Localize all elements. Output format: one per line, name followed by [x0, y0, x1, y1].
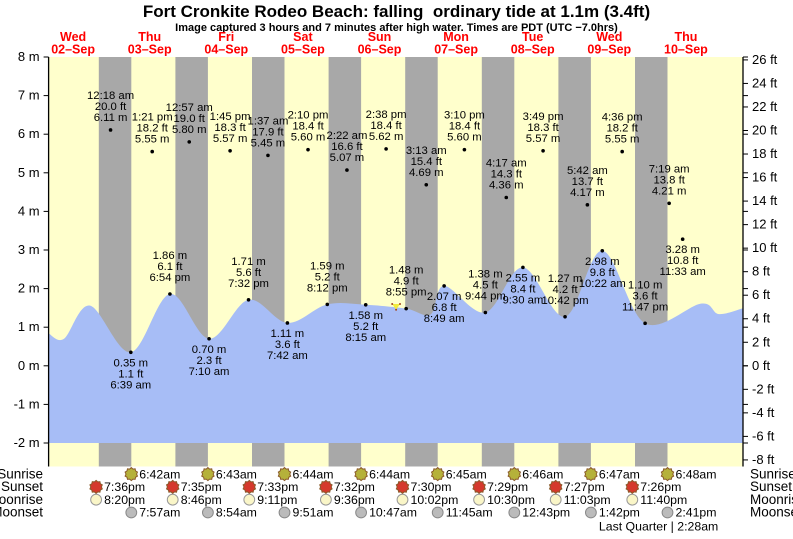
svg-text:Moonset: Moonset	[0, 505, 43, 520]
svg-text:-6 ft: -6 ft	[752, 428, 775, 443]
svg-text:08–Sep: 08–Sep	[511, 43, 555, 57]
svg-text:5.45 m: 5.45 m	[251, 137, 286, 149]
svg-text:5.80 m: 5.80 m	[172, 124, 207, 136]
svg-text:3 m: 3 m	[18, 242, 40, 257]
svg-text:4 ft: 4 ft	[752, 311, 770, 326]
svg-text:6:42am: 6:42am	[139, 467, 180, 481]
svg-text:8:54am: 8:54am	[216, 506, 257, 520]
svg-text:5 m: 5 m	[18, 165, 40, 180]
svg-text:6.11 m: 6.11 m	[94, 112, 128, 124]
svg-text:14 ft: 14 ft	[752, 193, 778, 208]
svg-text:5.60 m: 5.60 m	[447, 132, 482, 144]
svg-text:9:44 pm: 9:44 pm	[465, 291, 506, 303]
svg-text:8 m: 8 m	[18, 49, 40, 64]
svg-text:7:32 pm: 7:32 pm	[228, 278, 269, 290]
svg-text:1:42pm: 1:42pm	[599, 506, 640, 520]
svg-text:04–Sep: 04–Sep	[204, 43, 248, 57]
svg-text:-2 ft: -2 ft	[752, 381, 775, 396]
svg-text:2 m: 2 m	[18, 281, 40, 296]
svg-text:1 m: 1 m	[18, 319, 40, 334]
svg-text:4.36 m: 4.36 m	[489, 180, 524, 192]
svg-text:5.07 m: 5.07 m	[330, 152, 365, 164]
svg-text:6:54 pm: 6:54 pm	[150, 272, 191, 284]
svg-text:8:49 am: 8:49 am	[424, 313, 465, 325]
svg-text:5.62 m: 5.62 m	[369, 131, 404, 143]
svg-text:10 ft: 10 ft	[752, 240, 778, 255]
svg-text:0 ft: 0 ft	[752, 358, 770, 373]
svg-text:26 ft: 26 ft	[752, 52, 778, 67]
svg-text:0 m: 0 m	[18, 358, 40, 373]
svg-text:02–Sep: 02–Sep	[51, 43, 95, 57]
svg-text:8:15 am: 8:15 am	[345, 332, 386, 344]
svg-text:8:12 pm: 8:12 pm	[307, 282, 348, 294]
svg-text:10:42 pm: 10:42 pm	[541, 295, 588, 307]
svg-text:4.69 m: 4.69 m	[409, 167, 444, 179]
svg-text:18 ft: 18 ft	[752, 146, 778, 161]
svg-text:06–Sep: 06–Sep	[358, 43, 402, 57]
svg-text:5.55 m: 5.55 m	[135, 134, 170, 146]
svg-text:5.57 m: 5.57 m	[213, 133, 248, 145]
svg-text:6:47am: 6:47am	[599, 467, 640, 481]
svg-text:09–Sep: 09–Sep	[587, 43, 631, 57]
svg-text:6:48am: 6:48am	[676, 467, 717, 481]
svg-text:Last Quarter | 2:28am: Last Quarter | 2:28am	[599, 520, 718, 534]
svg-text:16 ft: 16 ft	[752, 170, 778, 185]
svg-text:7:10 am: 7:10 am	[189, 366, 230, 378]
svg-text:-1 m: -1 m	[14, 396, 40, 411]
svg-text:-8 ft: -8 ft	[752, 452, 775, 467]
svg-text:6 ft: 6 ft	[752, 287, 770, 302]
svg-text:5.57 m: 5.57 m	[526, 133, 561, 145]
svg-text:6:39 am: 6:39 am	[110, 379, 151, 391]
svg-text:6:46am: 6:46am	[522, 467, 563, 481]
svg-text:6:43am: 6:43am	[216, 467, 257, 481]
svg-text:9:11pm: 9:11pm	[257, 493, 297, 507]
svg-text:7:42 am: 7:42 am	[267, 350, 308, 362]
svg-text:6:44am: 6:44am	[293, 467, 334, 481]
svg-text:7 m: 7 m	[18, 88, 40, 103]
svg-text:24 ft: 24 ft	[752, 75, 778, 90]
svg-text:10:47am: 10:47am	[369, 506, 417, 520]
svg-text:6 m: 6 m	[18, 126, 40, 141]
svg-text:11:47 pm: 11:47 pm	[622, 301, 668, 313]
svg-text:10–Sep: 10–Sep	[664, 43, 708, 57]
svg-text:05–Sep: 05–Sep	[281, 43, 325, 57]
svg-text:4 m: 4 m	[18, 203, 40, 218]
svg-text:-2 m: -2 m	[14, 435, 40, 450]
svg-text:6:44am: 6:44am	[369, 467, 410, 481]
svg-text:-4 ft: -4 ft	[752, 405, 775, 420]
svg-text:9:51am: 9:51am	[293, 506, 334, 520]
svg-text:8 ft: 8 ft	[752, 264, 770, 279]
svg-text:6:45am: 6:45am	[446, 467, 487, 481]
svg-text:2:41pm: 2:41pm	[676, 506, 717, 520]
svg-text:8:55 pm: 8:55 pm	[386, 287, 427, 299]
svg-text:12:43pm: 12:43pm	[522, 506, 570, 520]
svg-text:4.17 m: 4.17 m	[570, 187, 605, 199]
svg-text:5.55 m: 5.55 m	[605, 134, 640, 146]
svg-text:20 ft: 20 ft	[752, 122, 778, 137]
svg-text:22 ft: 22 ft	[752, 99, 778, 114]
svg-text:5.60 m: 5.60 m	[291, 132, 326, 144]
svg-text:2 ft: 2 ft	[752, 334, 770, 349]
svg-text:4.21 m: 4.21 m	[652, 185, 687, 197]
svg-text:11:33 am: 11:33 am	[660, 266, 706, 278]
svg-text:7:57am: 7:57am	[139, 506, 180, 520]
svg-text:11:45am: 11:45am	[446, 506, 493, 520]
svg-text:07–Sep: 07–Sep	[434, 43, 478, 57]
svg-text:9:30 am: 9:30 am	[503, 294, 544, 306]
svg-text:12 ft: 12 ft	[752, 217, 778, 232]
svg-text:03–Sep: 03–Sep	[128, 43, 172, 57]
svg-text:Moonset: Moonset	[750, 505, 793, 520]
svg-text:10:22 am: 10:22 am	[579, 278, 626, 290]
